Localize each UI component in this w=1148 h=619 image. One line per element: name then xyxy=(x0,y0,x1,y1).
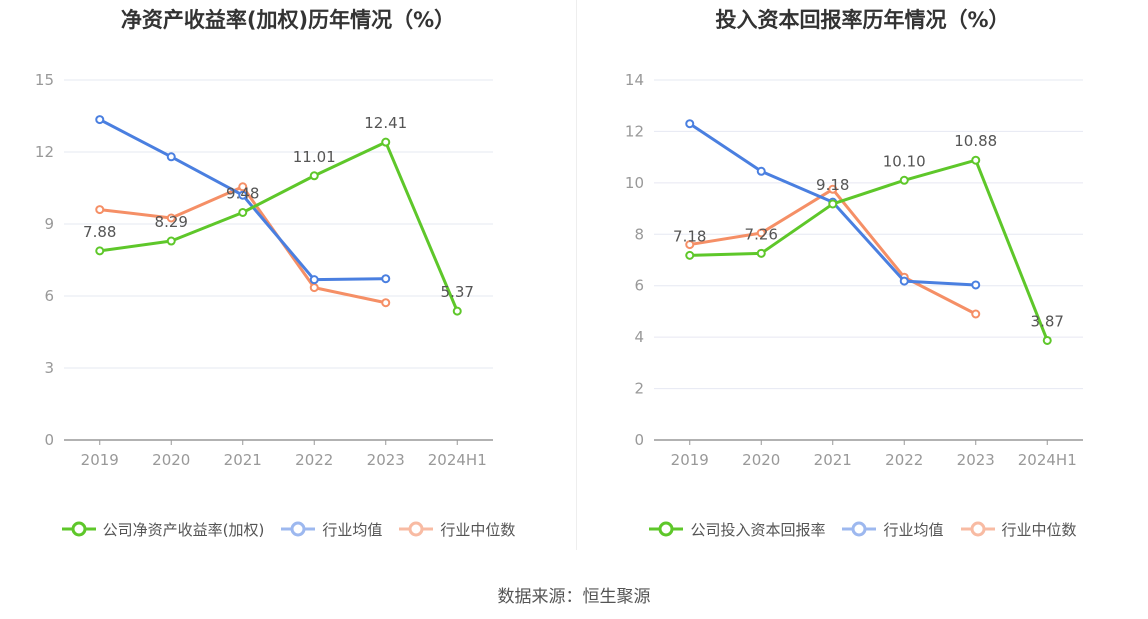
data-point-company xyxy=(381,137,391,147)
x-tick-label: 2023 xyxy=(957,451,995,469)
data-label: 7.18 xyxy=(673,227,706,245)
x-tick-label: 2024H1 xyxy=(428,451,487,469)
x-tick-label: 2022 xyxy=(885,451,923,469)
data-point-company xyxy=(238,207,248,217)
data-label: 7.26 xyxy=(745,225,778,243)
y-tick-label: 10 xyxy=(625,174,644,192)
x-tick-label: 2020 xyxy=(742,451,780,469)
panel-divider xyxy=(576,0,577,550)
roic-chart-plot: 0 2 4 6 8 10 12 14 2019 2020 2021 2022 2023 2024H1 7.1… xyxy=(625,71,1083,469)
y-tick-label: 0 xyxy=(44,431,54,449)
legend-median-marker-icon xyxy=(960,521,995,537)
y-tick-label: 8 xyxy=(634,225,644,243)
data-source-note: 数据来源：恒生聚源 xyxy=(497,587,651,607)
roic-chart-title: 投入资本回报率历年情况（%） xyxy=(715,8,1010,32)
data-point-company xyxy=(828,199,838,209)
x-tick-label: 2021 xyxy=(224,451,262,469)
x-tick-label: 2023 xyxy=(367,451,405,469)
data-point-median xyxy=(238,182,248,192)
legend-label: 行业均值 xyxy=(322,520,383,539)
data-point-company xyxy=(971,155,981,165)
roe-chart-panel: 净资产收益率(加权)历年情况（%） 0 3 6 9 12 15 2019 2020 2021 20… xyxy=(0,0,576,560)
y-tick-label: 9 xyxy=(44,215,54,233)
legend-label: 行业中位数 xyxy=(440,520,516,539)
data-label: 3.87 xyxy=(1031,312,1064,330)
roe-chart-title: 净资产收益率(加权)历年情况（%） xyxy=(120,8,456,32)
data-label: 12.41 xyxy=(364,114,407,132)
y-tick-label: 12 xyxy=(625,122,644,140)
data-label: 8.29 xyxy=(155,213,188,231)
legend-label: 公司投入资本回报率 xyxy=(690,520,826,539)
data-label: 11.01 xyxy=(293,148,336,166)
data-point-avg xyxy=(381,274,391,284)
x-tick-label: 2019 xyxy=(671,451,709,469)
x-tick-label: 2020 xyxy=(152,451,190,469)
y-tick-label: 6 xyxy=(44,287,54,305)
data-label: 10.88 xyxy=(954,132,997,150)
x-tick-label: 2024H1 xyxy=(1018,451,1077,469)
data-point-avg xyxy=(899,276,909,286)
data-label: 5.37 xyxy=(441,283,474,301)
legend-item-company-roic[interactable]: 公司投入资本回报率 xyxy=(648,518,825,540)
data-label: 9.48 xyxy=(226,184,259,202)
data-point-avg xyxy=(166,152,176,162)
data-point-avg xyxy=(971,280,981,290)
y-tick-label: 6 xyxy=(634,277,644,295)
data-point-median xyxy=(95,205,105,215)
data-point-company xyxy=(685,250,695,260)
x-tick-label: 2021 xyxy=(814,451,852,469)
legend-item-industry-median[interactable]: 行业中位数 xyxy=(398,518,515,540)
data-point-company xyxy=(309,171,319,181)
x-tick-label: 2019 xyxy=(81,451,119,469)
legend-item-company-roe[interactable]: 公司净资产收益率(加权) xyxy=(61,518,265,540)
legend-avg-marker-icon xyxy=(281,521,316,537)
data-point-median xyxy=(685,240,695,250)
data-point-median xyxy=(756,228,766,238)
data-point-avg xyxy=(95,115,105,125)
y-tick-label: 2 xyxy=(634,380,644,398)
legend-company-marker-icon xyxy=(649,521,684,537)
data-point-median xyxy=(309,283,319,293)
data-point-company xyxy=(1042,335,1052,345)
data-point-median xyxy=(381,298,391,308)
legend-company-marker-icon xyxy=(61,521,96,537)
data-point-avg xyxy=(685,119,695,129)
legend-item-industry-avg[interactable]: 行业均值 xyxy=(841,518,944,540)
data-point-company xyxy=(899,175,909,185)
data-point-avg xyxy=(238,190,248,200)
y-tick-label: 3 xyxy=(44,359,54,377)
legend-label: 行业均值 xyxy=(883,520,944,539)
roic-chart-legend: 公司投入资本回报率 行业均值 行业中位数 xyxy=(577,518,1148,540)
data-point-avg xyxy=(756,166,766,176)
y-tick-label: 0 xyxy=(634,431,644,449)
data-point-median xyxy=(971,309,981,319)
series-line-company xyxy=(99,140,459,312)
data-label: 9.18 xyxy=(816,176,849,194)
data-point-median xyxy=(166,213,176,223)
legend-label: 公司净资产收益率(加权) xyxy=(102,520,265,539)
roe-chart-plot: 0 3 6 9 12 15 2019 2020 2021 2022 2023 2024H1 7.88 8.… xyxy=(35,71,493,469)
data-point-company xyxy=(166,236,176,246)
roic-chart-panel: 投入资本回报率历年情况（%） 0 2 4 6 8 10 12 14 2019 2020 2021 20… xyxy=(577,0,1148,560)
legend-median-marker-icon xyxy=(399,521,434,537)
data-point-company xyxy=(95,246,105,256)
legend-label: 行业中位数 xyxy=(1001,520,1077,539)
data-point-company xyxy=(756,248,766,258)
y-tick-label: 4 xyxy=(634,328,644,346)
data-point-median xyxy=(828,184,838,194)
data-point-company xyxy=(452,306,462,316)
x-tick-label: 2022 xyxy=(295,451,333,469)
y-tick-label: 14 xyxy=(625,71,644,89)
series-line-company xyxy=(689,158,1049,342)
y-tick-label: 15 xyxy=(35,71,54,89)
y-tick-label: 12 xyxy=(35,143,54,161)
roe-chart-legend: 公司净资产收益率(加权) 行业均值 行业中位数 xyxy=(0,518,576,540)
data-label: 7.88 xyxy=(83,223,116,241)
data-label: 10.10 xyxy=(883,152,926,170)
legend-avg-marker-icon xyxy=(842,521,877,537)
legend-item-industry-avg[interactable]: 行业均值 xyxy=(280,518,382,540)
data-point-avg xyxy=(309,275,319,285)
legend-item-industry-median[interactable]: 行业中位数 xyxy=(960,518,1077,540)
